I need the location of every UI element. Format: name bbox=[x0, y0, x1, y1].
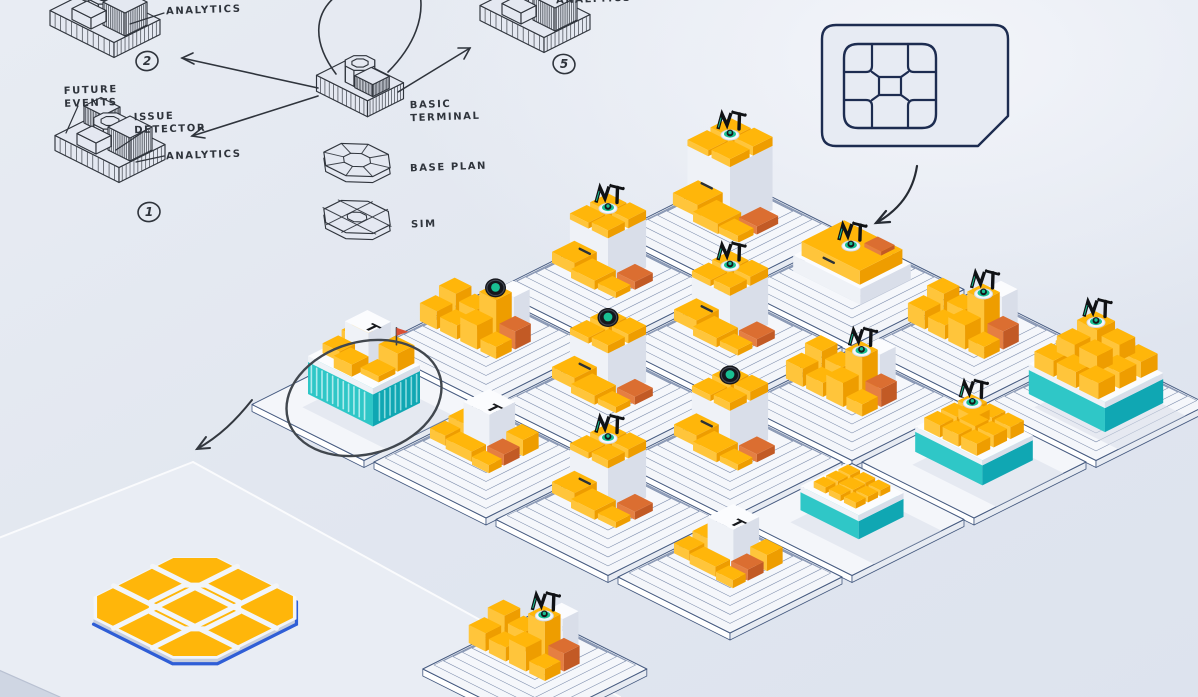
arrow-tile-to-platform bbox=[196, 399, 253, 450]
sketch-building-1 bbox=[54, 96, 166, 184]
tile-2-0 bbox=[861, 267, 1087, 411]
label-issue-detector: ISSUE DETECTOR bbox=[133, 110, 207, 137]
donut-marker bbox=[485, 278, 507, 298]
donut-marker bbox=[597, 308, 619, 327]
sim-card-outline bbox=[820, 23, 1010, 148]
arrow-to-sketch-5-head bbox=[457, 47, 472, 60]
curve-terminal-left bbox=[317, 0, 337, 75]
curve-terminal-right bbox=[387, 0, 422, 73]
arrow-to-sketch-1 bbox=[191, 95, 319, 137]
step-number-2: 2 bbox=[135, 50, 159, 72]
label-analytics-top: ANALYTICS bbox=[165, 3, 242, 18]
tile-3-0 bbox=[983, 296, 1198, 468]
antenna-marker bbox=[847, 325, 879, 357]
tile-1-3: T bbox=[373, 389, 599, 526]
label-future-events: FUTURE EVENTS bbox=[63, 84, 118, 110]
arrow-tile-to-platform-head bbox=[194, 436, 211, 451]
antenna-marker bbox=[716, 239, 747, 272]
arrow-to-sketch-1-head bbox=[190, 126, 206, 139]
antenna-marker bbox=[958, 377, 990, 409]
antenna-marker bbox=[594, 412, 625, 444]
antenna-marker bbox=[837, 220, 868, 252]
step-number-5: 5 bbox=[552, 53, 576, 75]
step-number-2-text: 2 bbox=[143, 54, 151, 68]
arrow-to-sketch-2 bbox=[181, 57, 319, 89]
label-basic-terminal: BASIC TERMINAL bbox=[409, 98, 481, 125]
annotations: 2 1 5 bbox=[65, 0, 919, 458]
antenna-marker bbox=[594, 182, 625, 214]
sketch-building-5 bbox=[479, 0, 591, 54]
arrow-to-sketch-2-head bbox=[180, 52, 195, 65]
arrow-card-to-grid-head bbox=[873, 209, 892, 225]
tile-3-3: T bbox=[617, 504, 843, 641]
step-number-1: 1 bbox=[137, 201, 161, 223]
sketch-sim bbox=[322, 199, 392, 241]
leader-analytics-mid bbox=[135, 155, 165, 163]
tile-2-2 bbox=[617, 365, 843, 526]
tile-grid: TTT bbox=[251, 108, 1198, 697]
big-sim-chip bbox=[91, 557, 299, 666]
sim-card-chip bbox=[842, 42, 938, 130]
sketch-base-plan bbox=[323, 142, 391, 184]
bottom-platform bbox=[0, 461, 621, 697]
sim-card-chip-contacts bbox=[842, 42, 938, 130]
tile-3-1 bbox=[861, 377, 1087, 526]
tile-3-2 bbox=[739, 463, 965, 583]
tile-partial bbox=[422, 589, 648, 697]
tile-1-0 bbox=[739, 220, 965, 353]
label-sim: SIM bbox=[410, 218, 437, 231]
antenna-marker bbox=[1082, 296, 1113, 328]
tile-2-1 bbox=[739, 325, 965, 468]
step-number-1-text: 1 bbox=[145, 205, 153, 219]
label-analytics-mid: ANALYTICS bbox=[165, 148, 242, 163]
arrow-to-sketch-5 bbox=[397, 47, 471, 93]
sim-card-body bbox=[820, 23, 1010, 148]
step-number-5-text: 5 bbox=[560, 57, 568, 71]
leader-analytics-top bbox=[129, 12, 165, 25]
highlight-ellipse bbox=[285, 338, 443, 458]
tile-2-3 bbox=[495, 412, 721, 583]
sketch-basic-terminal bbox=[315, 55, 405, 118]
antenna-marker bbox=[716, 108, 747, 141]
antenna-marker bbox=[530, 589, 562, 622]
sketch-buildings bbox=[49, 0, 591, 241]
label-base-plan: BASE PLAN bbox=[409, 160, 488, 175]
antenna-marker bbox=[969, 267, 1001, 300]
leader-issue-detector bbox=[115, 129, 147, 151]
donut-marker bbox=[719, 365, 741, 385]
sketch-building-2 bbox=[49, 0, 161, 59]
arrow-card-to-grid bbox=[874, 164, 919, 225]
leader-future-events bbox=[65, 105, 79, 134]
